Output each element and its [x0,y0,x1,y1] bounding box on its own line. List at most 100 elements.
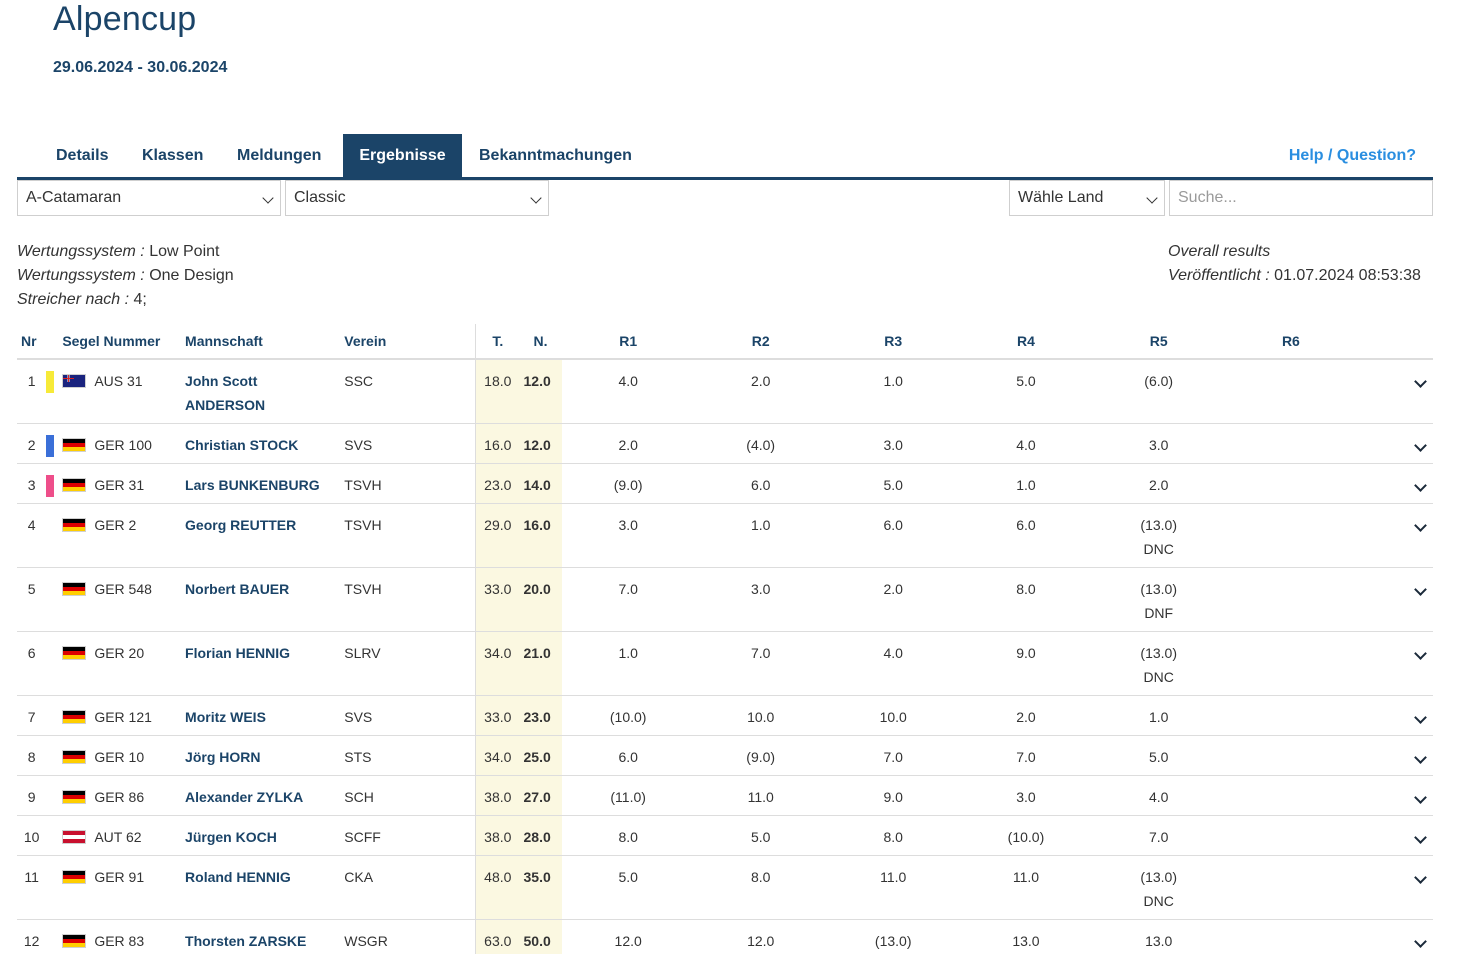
race-score: 11.0 [1012,869,1040,885]
crew-name[interactable]: Florian HENNIG [185,645,291,661]
chevron-down-icon[interactable] [1414,439,1427,452]
tab-meldungen[interactable]: Meldungen [237,147,322,164]
header-r5[interactable]: R5 [1092,324,1226,360]
crew-name[interactable]: Christian STOCK [185,437,299,453]
crew-name-line2[interactable]: ANDERSON [185,397,266,413]
expand-cell[interactable] [1356,695,1433,736]
expand-cell[interactable] [1356,423,1433,464]
chevron-down-icon[interactable] [1414,791,1427,804]
rank-cell: 3 [17,463,47,504]
sail-number: GER 83 [94,933,145,949]
country-select-value: Wähle Land [1018,189,1104,206]
tab-bekanntmachungen[interactable]: Bekanntmachungen [479,147,632,164]
chevron-down-icon [1146,192,1158,204]
expand-cell[interactable] [1356,855,1433,920]
race-result-r3: 9.0 [826,775,960,816]
crew-name[interactable]: Thorsten ZARSKE [185,933,307,949]
race-score: 1.0 [750,517,771,533]
race-result-r4: (10.0) [959,815,1093,856]
crew-cell: Georg REUTTER [185,503,345,568]
header-crew[interactable]: Mannschaft [185,324,345,360]
expand-cell[interactable] [1356,815,1433,856]
search-input[interactable] [1169,180,1433,216]
table-row[interactable]: 12 GER 83 Thorsten ZARSKE WSGR 63.0 50.0 12.0 1… [17,919,1433,954]
race-result-r1: 4.0 [561,359,695,424]
expand-cell[interactable] [1356,463,1433,504]
table-row[interactable]: 3 GER 31 Lars BUNKENBURG TSVH 23.0 14.0 (9.0) 6… [17,463,1433,504]
table-row[interactable]: 10 AUT 62 Jürgen KOCH SCFF 38.0 28.0 8.0 5.0 8.0… [17,815,1433,856]
expand-cell[interactable] [1356,631,1433,696]
header-total[interactable]: T. [475,324,520,360]
table-row[interactable]: 8 GER 10 Jörg HORN STS 34.0 25.0 6.0 (9.0) 7.0 7.… [17,735,1433,776]
expand-cell[interactable] [1356,775,1433,816]
race-result-r4: 11.0 [959,855,1093,920]
class-select[interactable]: A-Catamaran [17,180,281,216]
medal-cell [46,735,63,776]
table-row[interactable]: 7 GER 121 Moritz WEIS SVS 33.0 23.0 (10.0) 10.0… [17,695,1433,736]
tab-klassen[interactable]: Klassen [142,147,204,164]
publish-info: Overall results Veröffentlicht : 01.07.2… [1168,240,1421,288]
expand-cell[interactable] [1356,359,1433,424]
header-r3[interactable]: R3 [826,324,960,360]
header-r1[interactable]: R1 [561,324,695,360]
chevron-down-icon[interactable] [1414,479,1427,492]
table-row[interactable]: 9 GER 86 Alexander ZYLKA SCH 38.0 27.0 (11.0) 1… [17,775,1433,816]
rank-cell: 2 [17,423,47,464]
header-r6[interactable]: R6 [1225,324,1357,360]
tab-details[interactable]: Details [56,147,109,164]
crew-name[interactable]: Moritz WEIS [185,709,266,725]
crew-name[interactable]: Jürgen KOCH [185,829,277,845]
chevron-down-icon[interactable] [1414,751,1427,764]
header-nr[interactable]: Nr [17,324,47,360]
expand-cell[interactable] [1356,567,1433,632]
table-row[interactable]: 2 GER 100 Christian STOCK SVS 16.0 12.0 2.0 (4.… [17,423,1433,464]
division-select[interactable]: Classic [285,180,549,216]
chevron-down-icon[interactable] [1414,711,1427,724]
expand-cell[interactable] [1356,503,1433,568]
sail-number: GER 2 [94,517,137,533]
tab-ergebnisse[interactable]: Ergebnisse [343,134,462,177]
table-row[interactable]: 1 AUS 31 John Scott ANDERSON SSC 18.0 12.0 4.0 2… [17,359,1433,424]
crew-name[interactable]: Alexander ZYLKA [185,789,304,805]
race-result-r5: 5.0 [1092,735,1226,776]
medal-cell [46,567,63,632]
chevron-down-icon[interactable] [1414,583,1427,596]
chevron-down-icon[interactable] [1414,375,1427,388]
net-points: 23.0 [519,695,562,736]
header-net[interactable]: N. [519,324,562,360]
help-question-link[interactable]: Help / Question? [1288,147,1416,164]
chevron-down-icon [530,192,542,204]
table-row[interactable]: 4 GER 2 Georg REUTTER TSVH 29.0 16.0 3.0 1.0 6.0… [17,503,1433,568]
total-points: 38.0 [475,775,520,816]
header-r2[interactable]: R2 [694,324,827,360]
chevron-down-icon[interactable] [1414,935,1427,948]
crew-name[interactable]: Lars BUNKENBURG [185,477,320,493]
crew-name[interactable]: John Scott [185,373,258,389]
crew-name[interactable]: Jörg HORN [185,749,261,765]
chevron-down-icon[interactable] [1414,831,1427,844]
crew-name[interactable]: Roland HENNIG [185,869,291,885]
club-cell: SSC [344,359,476,424]
race-result-r5: (13.0) DNC [1092,855,1226,920]
rank-cell: 8 [17,735,47,776]
table-row[interactable]: 11 GER 91 Roland HENNIG CKA 48.0 35.0 5.0 8.0 11… [17,855,1433,920]
expand-cell[interactable] [1356,919,1433,954]
table-row[interactable]: 6 GER 20 Florian HENNIG SLRV 34.0 21.0 1.0 7.0 4… [17,631,1433,696]
race-score: 1.0 [883,373,903,389]
header-r4[interactable]: R4 [959,324,1093,360]
table-row[interactable]: 5 GER 548 Norbert BAUER TSVH 33.0 20.0 7.0 3.0 2… [17,567,1433,632]
race-score: (13.0) [1140,869,1177,885]
header-club[interactable]: Verein [344,324,476,360]
chevron-down-icon[interactable] [1414,519,1427,532]
crew-name[interactable]: Norbert BAUER [185,581,290,597]
country-select[interactable]: Wähle Land [1009,180,1165,216]
race-score: 4.0 [1148,789,1169,805]
chevron-down-icon[interactable] [1414,647,1427,660]
event-dates: 29.06.2024 - 30.06.2024 [53,59,228,76]
total-points: 29.0 [475,503,520,568]
chevron-down-icon[interactable] [1414,871,1427,884]
crew-name[interactable]: Georg REUTTER [185,517,297,533]
race-score: 6.0 [750,477,771,493]
expand-cell[interactable] [1356,735,1433,776]
header-sail-number[interactable]: Segel Nummer [62,324,186,360]
